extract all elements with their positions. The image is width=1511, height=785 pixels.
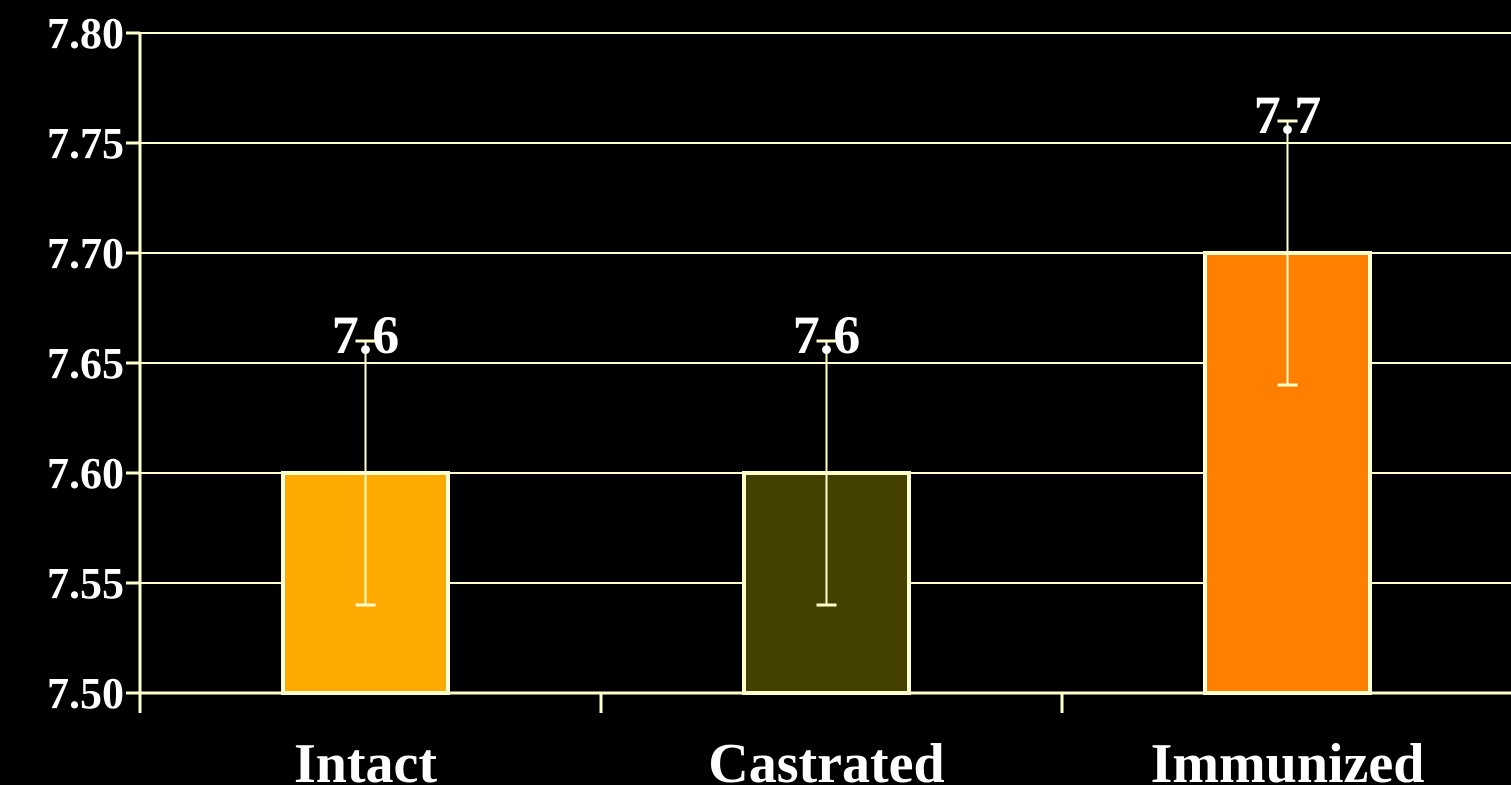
y-tick-label: 7.75: [47, 119, 124, 168]
axes: [126, 31, 1511, 713]
y-tick-label: 7.65: [47, 339, 124, 388]
error-bars: [355, 119, 1298, 607]
x-tick-label: Immunized: [1151, 733, 1425, 785]
data-labels: 7.6 7.6 7.7: [332, 85, 1322, 365]
y-tick-label: 7.70: [47, 229, 124, 278]
data-label: 7.6: [332, 305, 400, 365]
y-tick-label: 7.50: [47, 669, 124, 718]
y-tick-label: 7.80: [47, 9, 124, 58]
x-tick-label: Intact: [294, 733, 437, 785]
x-tick-labels: Intact Castrated Immunized: [294, 733, 1424, 785]
y-tick-label: 7.60: [47, 449, 124, 498]
data-label: 7.6: [793, 305, 861, 365]
y-tick-label: 7.55: [47, 559, 124, 608]
data-label: 7.7: [1254, 85, 1322, 145]
y-tick-labels: 7.50 7.55 7.60 7.65 7.70 7.75 7.80: [47, 9, 124, 718]
x-tick-label: Castrated: [708, 733, 944, 785]
